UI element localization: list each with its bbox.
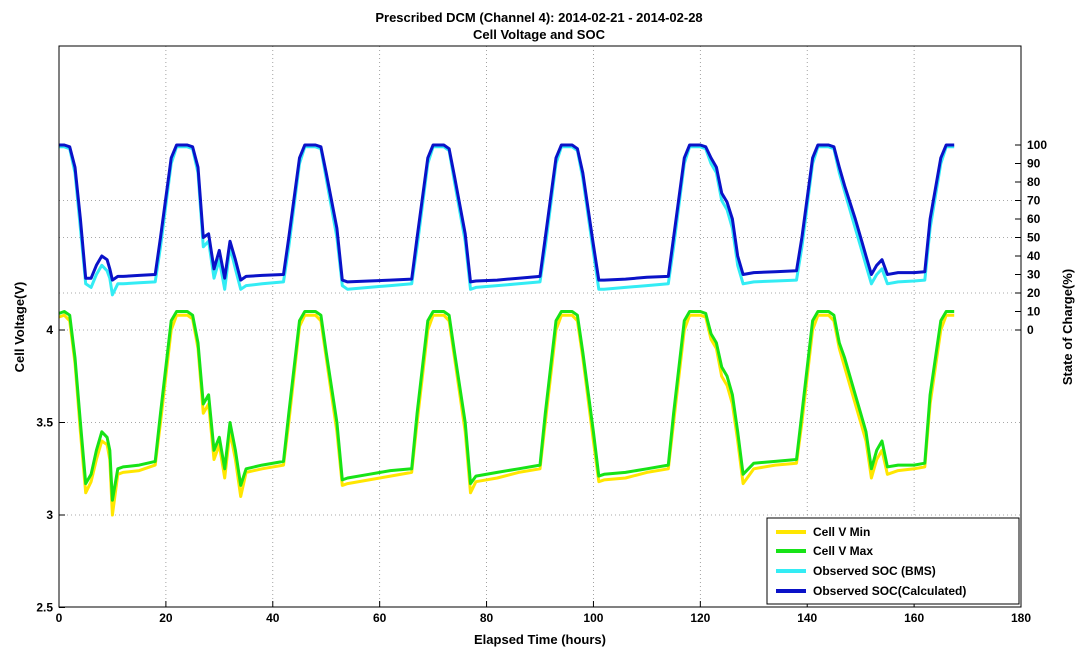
y2-tick-label: 0	[1027, 323, 1034, 337]
x-tick-label: 180	[1011, 611, 1031, 625]
y2-tick-label: 50	[1027, 231, 1041, 245]
series-cell-v-max	[58, 310, 955, 502]
series-cell-v-min	[58, 313, 955, 517]
grid	[59, 46, 1021, 607]
chart-title: Prescribed DCM (Channel 4): 2014-02-21 -…	[375, 10, 702, 25]
y2-axis-label: State of Charge(%)	[1060, 269, 1075, 385]
plot-frame	[58, 45, 1022, 608]
y2-tick-label: 10	[1027, 305, 1041, 319]
plot-series	[58, 143, 955, 517]
x-tick-label: 0	[56, 611, 63, 625]
x-tick-label: 40	[266, 611, 280, 625]
chart-subtitle: Cell Voltage and SOC	[473, 27, 606, 42]
y-tick-label: 2.5	[36, 601, 53, 615]
y2-tick-label: 20	[1027, 286, 1041, 300]
y2-tick-label: 100	[1027, 138, 1047, 152]
legend-box	[766, 517, 1020, 605]
y2-tick-label: 90	[1027, 157, 1041, 171]
x-tick-label: 120	[690, 611, 710, 625]
y2-tick-label: 40	[1027, 249, 1041, 263]
y2-tick-label: 80	[1027, 175, 1041, 189]
x-tick-label: 80	[480, 611, 494, 625]
x-tick-label: 20	[159, 611, 173, 625]
legend-label-cell-v-min: Cell V Min	[813, 525, 870, 539]
y2-tick-label: 70	[1027, 194, 1041, 208]
x-tick-label: 100	[583, 611, 603, 625]
series-soc-bms	[59, 145, 955, 297]
x-tick-label: 60	[373, 611, 387, 625]
x-axis-label: Elapsed Time (hours)	[474, 632, 606, 647]
x-tick-label: 160	[904, 611, 924, 625]
legend: Cell V Min Cell V Max Observed SOC (BMS)…	[766, 517, 1020, 605]
y2-tick-label: 30	[1027, 268, 1041, 282]
legend-label-cell-v-max: Cell V Max	[813, 544, 873, 558]
legend-label-soc-calc: Observed SOC(Calculated)	[813, 584, 966, 598]
y-tick-label: 3	[46, 508, 53, 522]
y-tick-label: 4	[46, 323, 53, 337]
legend-label-soc-bms: Observed SOC (BMS)	[813, 564, 936, 578]
y-tick-label: 3.5	[36, 416, 53, 430]
y-axis-label: Cell Voltage(V)	[12, 282, 27, 373]
y2-tick-label: 60	[1027, 212, 1041, 226]
series-soc-calc	[59, 143, 955, 284]
x-tick-label: 140	[797, 611, 817, 625]
